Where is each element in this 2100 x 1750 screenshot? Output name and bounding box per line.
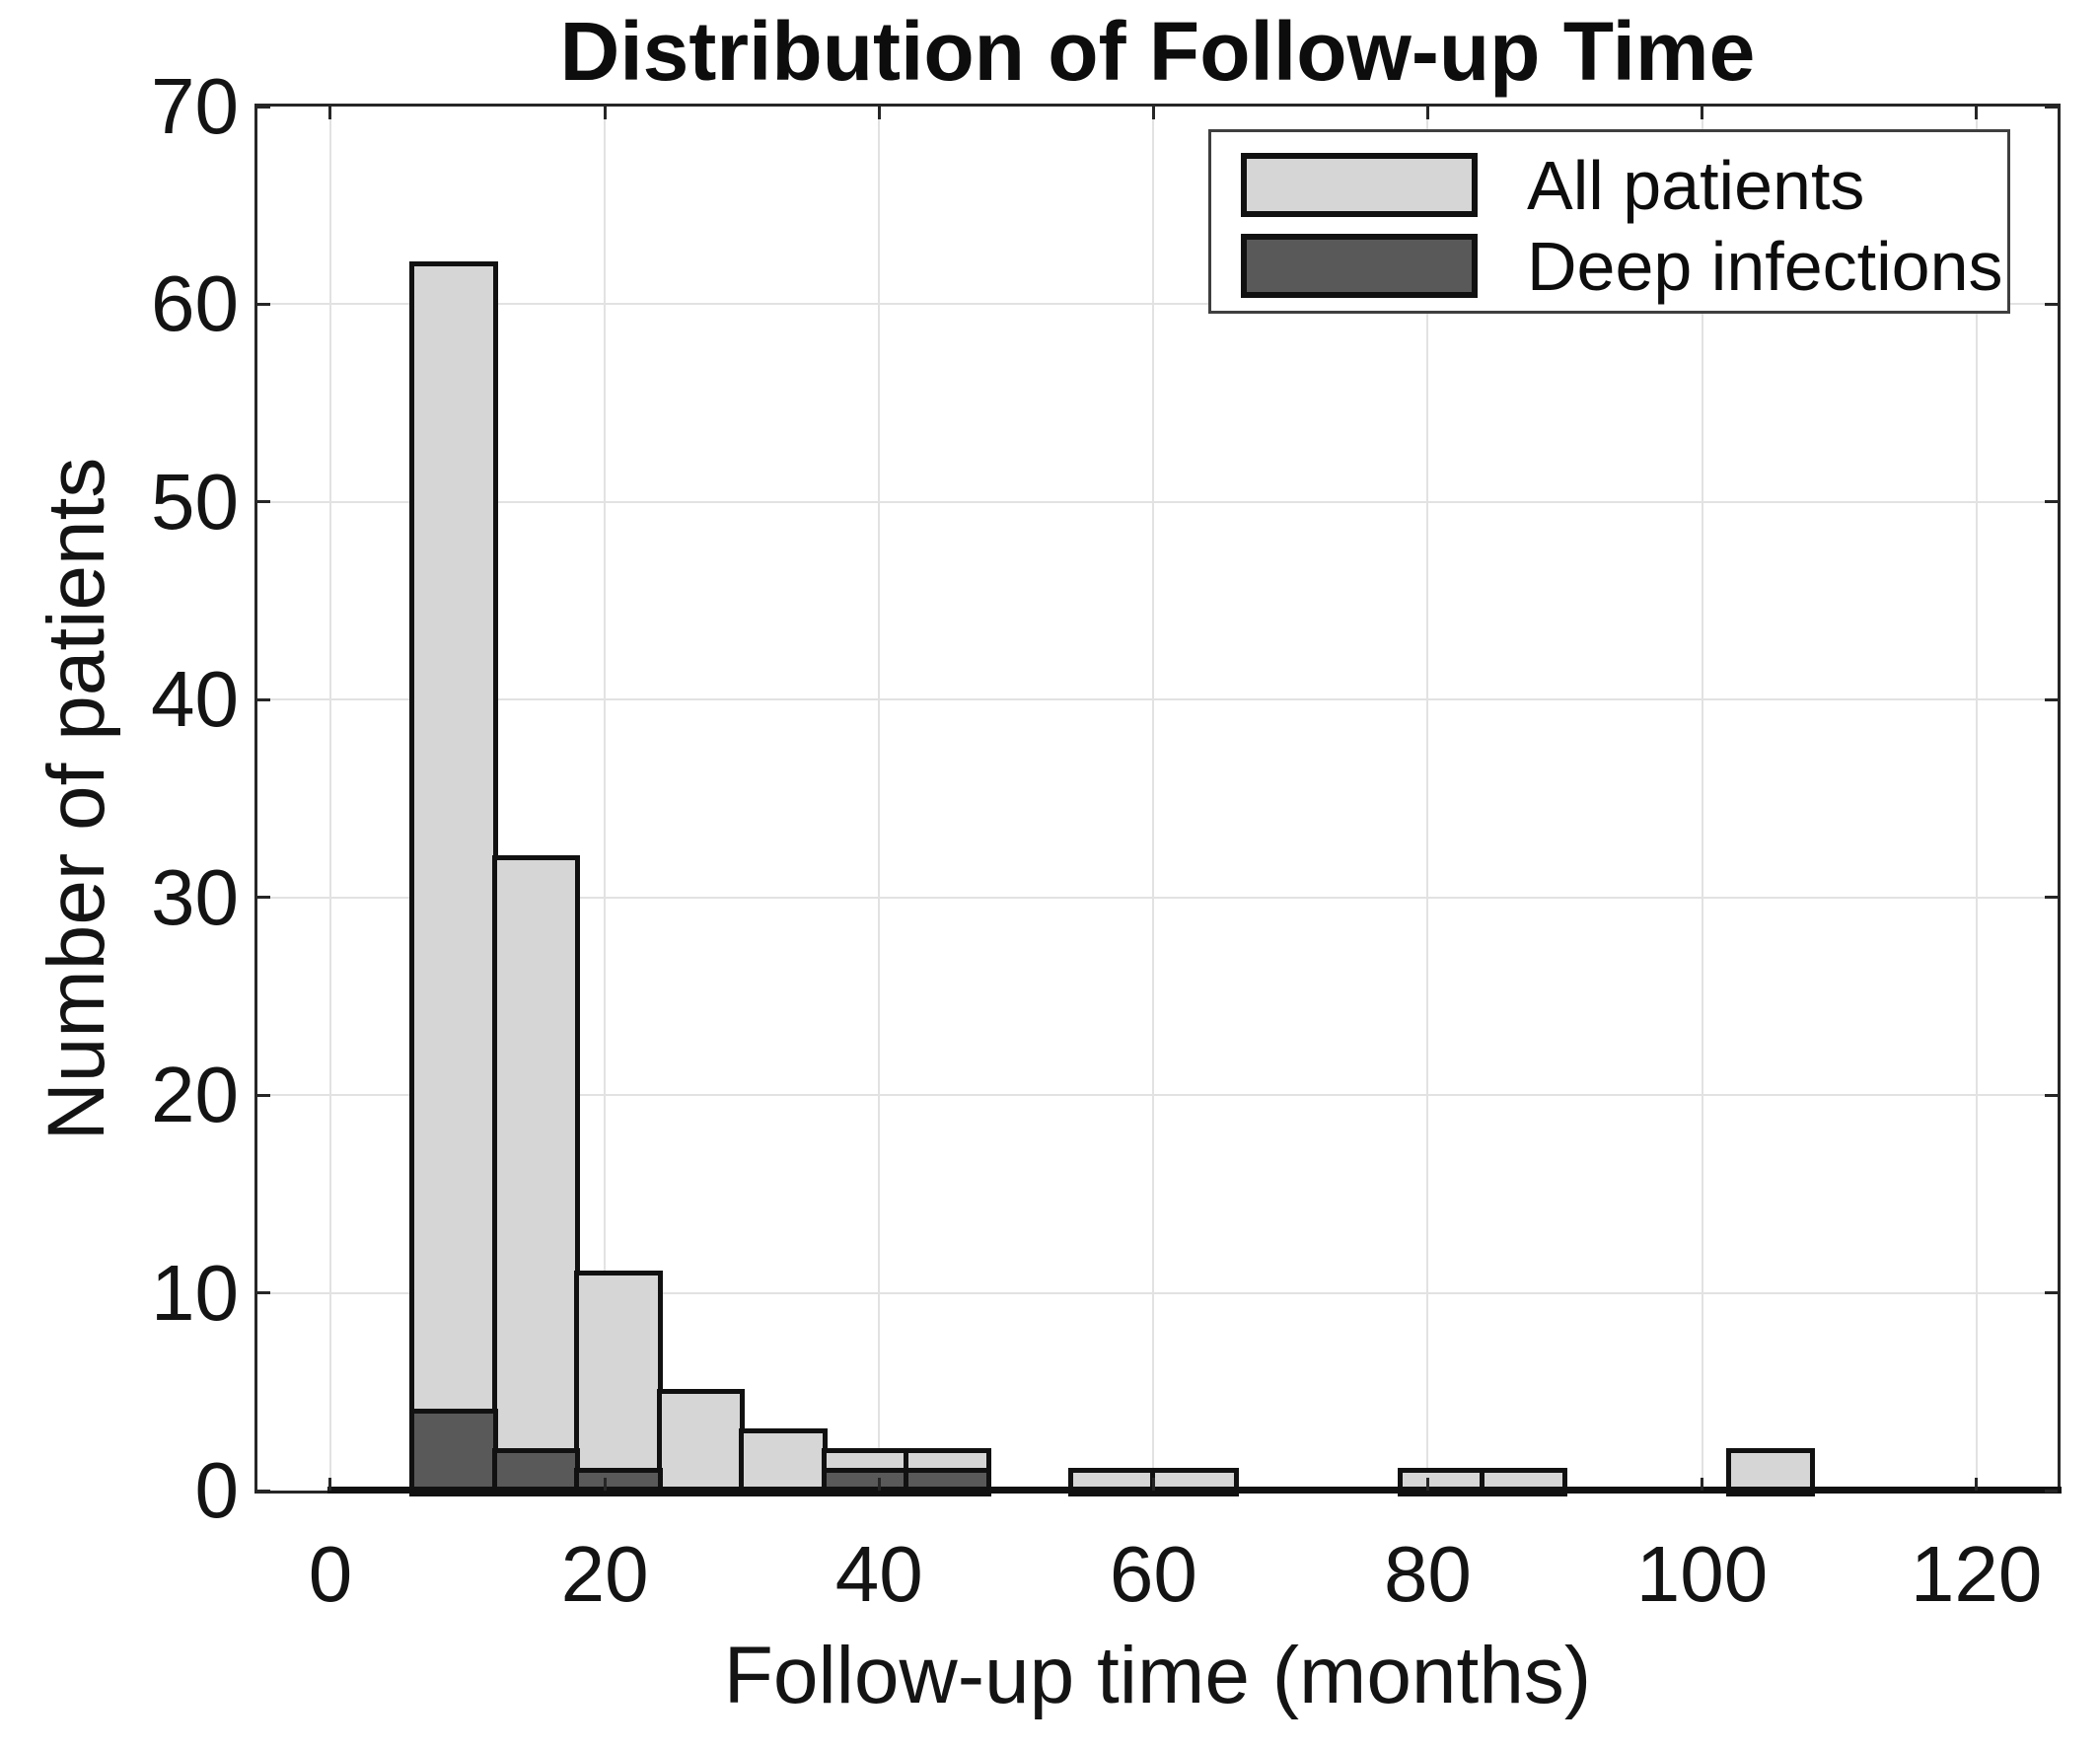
legend-label-deep-infections: Deep infections: [1527, 227, 2003, 305]
y-tick-mark-right: [2045, 1093, 2058, 1097]
y-tick-mark-right: [2045, 302, 2058, 306]
vertical-gridline: [1701, 107, 1703, 1491]
horizontal-gridline: [257, 500, 2058, 503]
x-tick-label: 60: [1109, 1530, 1197, 1618]
y-tick-label: 40: [151, 655, 239, 744]
y-tick-mark: [257, 105, 270, 109]
y-tick-mark: [257, 1291, 270, 1295]
y-tick-mark: [257, 302, 270, 306]
legend: All patients Deep infections: [1208, 129, 2010, 314]
x-tick-mark: [1975, 1478, 1979, 1491]
vertical-gridline: [328, 107, 331, 1491]
legend-label-all-patients: All patients: [1527, 146, 1865, 224]
y-tick-label: 20: [151, 1051, 239, 1139]
x-tick-mark-top: [1701, 107, 1704, 119]
legend-swatch-deep-infections: [1241, 234, 1478, 298]
y-tick-mark: [257, 500, 270, 504]
horizontal-gridline: [257, 1094, 2058, 1097]
x-tick-label: 0: [308, 1530, 353, 1618]
vertical-gridline: [878, 107, 881, 1491]
x-tick-mark-top: [1151, 107, 1155, 119]
vertical-gridline: [604, 107, 607, 1491]
y-tick-mark-right: [2045, 1291, 2058, 1295]
y-tick-mark: [257, 896, 270, 900]
legend-item-deep-infections: Deep infections: [1241, 228, 2007, 305]
bar-all-patients-18mo: [574, 1270, 663, 1496]
vertical-gridline: [1975, 107, 1978, 1491]
vertical-gridline: [1426, 107, 1429, 1491]
y-tick-mark: [257, 1489, 270, 1493]
y-tick-label: 60: [151, 259, 239, 348]
y-tick-mark: [257, 1093, 270, 1097]
x-tick-mark-top: [877, 107, 881, 119]
x-tick-label: 100: [1635, 1530, 1769, 1618]
legend-swatch-all-patients: [1241, 153, 1478, 217]
x-tick-mark-top: [603, 107, 607, 119]
y-tick-label: 0: [194, 1446, 240, 1534]
x-tick-mark-top: [1975, 107, 1979, 119]
bar-all-patients-6mo: [409, 261, 498, 1496]
y-tick-mark-right: [2045, 697, 2058, 701]
x-tick-mark: [1701, 1478, 1704, 1491]
y-tick-mark-right: [2045, 896, 2058, 900]
x-tick-mark: [603, 1478, 607, 1491]
horizontal-gridline: [257, 698, 2058, 701]
horizontal-gridline: [257, 1291, 2058, 1294]
x-tick-mark: [1425, 1478, 1429, 1491]
x-tick-mark-top: [1425, 107, 1429, 119]
legend-item-all-patients: All patients: [1241, 147, 2007, 224]
y-tick-label: 70: [151, 62, 239, 150]
horizontal-gridline: [257, 303, 2058, 306]
y-tick-label: 50: [151, 457, 239, 546]
x-tick-mark: [877, 1478, 881, 1491]
x-tick-label: 20: [560, 1530, 649, 1618]
y-tick-mark-right: [2045, 1489, 2058, 1493]
x-tick-mark: [328, 1478, 332, 1491]
y-tick-mark-right: [2045, 105, 2058, 109]
y-tick-mark-right: [2045, 500, 2058, 504]
y-tick-mark: [257, 697, 270, 701]
x-axis-label: Follow-up time (months): [723, 1631, 1592, 1720]
horizontal-gridline: [257, 896, 2058, 899]
y-tick-label: 10: [151, 1248, 239, 1337]
vertical-gridline: [1152, 107, 1155, 1491]
x-tick-label: 40: [834, 1530, 923, 1618]
bar-deep-infections-6mo: [409, 1408, 498, 1496]
x-tick-label: 120: [1910, 1530, 2043, 1618]
x-tick-mark: [1151, 1478, 1155, 1491]
x-tick-label: 80: [1383, 1530, 1472, 1618]
x-tick-mark-top: [328, 107, 332, 119]
bar-all-patients-24mo: [656, 1388, 746, 1496]
y-tick-label: 30: [151, 852, 239, 941]
histogram-baseline-outline: [326, 1487, 2063, 1494]
chart-title: Distribution of Follow-up Time: [559, 5, 1756, 98]
bar-all-patients-12mo: [491, 854, 581, 1496]
plot-area: [254, 104, 2063, 1496]
